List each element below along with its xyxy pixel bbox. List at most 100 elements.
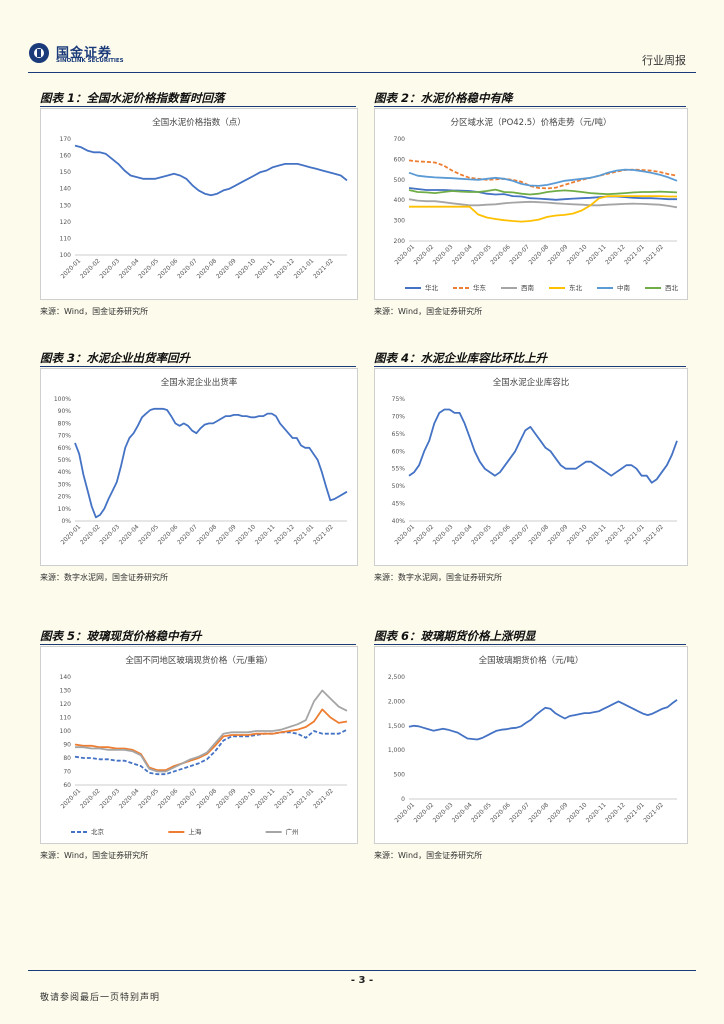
x-tick-label: 2020-03 <box>98 257 121 280</box>
y-tick-label: 100 <box>60 728 72 735</box>
legend-label: 广州 <box>286 827 299 836</box>
figure-4-chart: 全国水泥企业库容比 40% 45% 50% 55% 60% 65% 70% 75% 2020-01… <box>374 368 688 566</box>
x-tick-label: 2021-01 <box>293 523 316 546</box>
y-tick-label: 1,000 <box>388 747 405 754</box>
x-tick-label: 2021-02 <box>312 787 335 810</box>
figure-3-rule <box>40 366 356 367</box>
x-tick-label: 2020-04 <box>118 257 141 280</box>
x-tick-label: 2020-08 <box>196 787 219 810</box>
x-tick-label: 2020-01 <box>60 523 83 546</box>
figure-1-rule <box>40 106 356 107</box>
x-tick-label: 2020-07 <box>176 787 199 810</box>
x-tick-label: 2020-02 <box>79 523 102 546</box>
company-logo: 国金证券 SINOLINK SECURITIES <box>28 40 148 68</box>
y-tick-label: 110 <box>60 235 72 242</box>
x-tick-label: 2020-12 <box>273 523 296 546</box>
y-tick-label: 50% <box>392 483 406 490</box>
y-tick-label: 140 <box>60 674 72 681</box>
y-tick-label: 90 <box>63 742 71 749</box>
x-tick-label: 2020-10 <box>234 523 257 546</box>
y-tick-label: 120 <box>60 219 72 226</box>
legend-label: 中南 <box>617 283 631 292</box>
y-tick-label: 130 <box>60 688 72 695</box>
y-tick-label: 65% <box>392 431 406 438</box>
x-tick-label: 2020-11 <box>254 257 277 280</box>
legend-label: 上海 <box>188 827 202 836</box>
y-tick-label: 90% <box>58 408 72 415</box>
series-line-库容比 <box>408 408 678 484</box>
chart-1-svg: 全国水泥价格指数（点） 100 110 120 130 140 150 160 170 2020-… <box>60 117 348 280</box>
y-tick-label: 2,000 <box>388 698 405 705</box>
y-tick-label: 140 <box>60 186 72 193</box>
x-tick-label: 2021-02 <box>312 257 335 280</box>
legend-label: 华北 <box>425 283 439 292</box>
legend-label: 东北 <box>569 283 583 292</box>
y-tick-label: 70% <box>392 413 406 420</box>
x-tick-label: 2020-06 <box>157 257 180 280</box>
y-tick-label: 200 <box>394 238 406 245</box>
series-line-期货价格 <box>408 699 678 741</box>
chart-4-svg: 全国水泥企业库容比40%45%50%55%60%65%70%75%2020-01… <box>392 377 678 546</box>
y-tick-label: 30% <box>58 481 72 488</box>
y-tick-label: 100% <box>54 396 71 403</box>
y-tick-label: 400 <box>394 197 406 204</box>
x-tick-label: 2020-08 <box>196 523 219 546</box>
figure-2-chart: 分区域水泥（PO42.5）价格走势（元/吨） 200 300 400 500 600 700… <box>374 108 688 300</box>
y-tick-label: 0% <box>61 518 71 525</box>
figure-2-rule <box>374 106 686 107</box>
series-line-东北 <box>409 195 677 223</box>
x-tick-label: 2020-02 <box>79 787 102 810</box>
y-tick-label: 70% <box>58 433 72 440</box>
series-line-西南 <box>408 198 678 209</box>
figure-4-rule <box>374 366 686 367</box>
y-tick-label: 0 <box>401 796 405 803</box>
x-tick-label: 2021-02 <box>642 523 665 546</box>
x-tick-label: 2020-09 <box>215 787 238 810</box>
figure-1-chart: 全国水泥价格指数（点） 100 110 120 130 140 150 160 170 2020-… <box>40 108 358 300</box>
x-tick-label: 2020-05 <box>137 787 160 810</box>
figure-6-chart: 全国玻璃期货价格（元/吨） 0 500 1,000 1,500 2,000 2,500 202… <box>374 646 688 844</box>
chart-title: 分区域水泥（PO42.5）价格走势（元/吨） <box>450 117 611 128</box>
header-rule <box>28 72 696 73</box>
y-tick-label: 150 <box>60 169 72 176</box>
logo-en: SINOLINK SECURITIES <box>56 58 124 64</box>
chart-3-svg: 全国水泥企业出货率 0% 10% 20% 30% 40% 50% 60% 70% 80% 90% 10… <box>54 377 348 546</box>
y-tick-label: 60% <box>392 448 406 455</box>
x-tick-label: 2020-01 <box>60 787 83 810</box>
x-tick-label: 2020-06 <box>157 523 180 546</box>
figure-5-chart: 全国不同地区玻璃现货价格（元/重箱） 60 70 80 90 100 110 120 130 14… <box>40 646 358 844</box>
chart-2-svg: 分区域水泥（PO42.5）价格走势（元/吨） 200 300 400 500 600 700… <box>393 117 678 292</box>
figure-4-source: 来源：数字水泥网，国金证券研究所 <box>374 573 502 582</box>
y-tick-label: 40% <box>392 518 406 525</box>
y-tick-label: 300 <box>394 218 406 225</box>
y-tick-label: 160 <box>60 153 72 160</box>
x-tick-label: 2020-12 <box>273 257 296 280</box>
y-tick-label: 10% <box>58 506 72 513</box>
series-line-上海 <box>74 708 348 772</box>
y-tick-label: 500 <box>394 772 406 779</box>
y-tick-label: 45% <box>392 501 406 508</box>
x-tick-label: 2020-07 <box>176 523 199 546</box>
y-tick-label: 600 <box>394 156 406 163</box>
series-line-出货率 <box>74 407 348 519</box>
figure-1-source: 来源：Wind，国金证券研究所 <box>40 307 149 316</box>
x-tick-label: 2020-06 <box>157 787 180 810</box>
series-line-华东 <box>408 159 678 190</box>
y-tick-label: 40% <box>58 469 72 476</box>
y-tick-label: 75% <box>392 396 406 403</box>
x-tick-label: 2020-03 <box>98 523 121 546</box>
x-tick-label: 2021-02 <box>312 523 335 546</box>
figure-5-source: 来源：Wind，国金证券研究所 <box>40 851 149 860</box>
legend-label: 北京 <box>91 827 105 836</box>
legend-label: 华东 <box>473 283 487 292</box>
x-tick-label: 2021-01 <box>293 257 316 280</box>
chart-title: 全国水泥企业库容比 <box>493 377 570 388</box>
logo-cn: 国金证券 <box>56 46 113 61</box>
y-tick-label: 130 <box>60 202 72 209</box>
chart-title: 全国玻璃期货价格（元/吨） <box>479 655 584 666</box>
y-tick-label: 50% <box>58 457 72 464</box>
logo-mark-icon <box>29 43 49 63</box>
series-line-西北 <box>408 188 678 196</box>
x-tick-label: 2020-03 <box>98 787 121 810</box>
x-tick-label: 2020-05 <box>137 257 160 280</box>
